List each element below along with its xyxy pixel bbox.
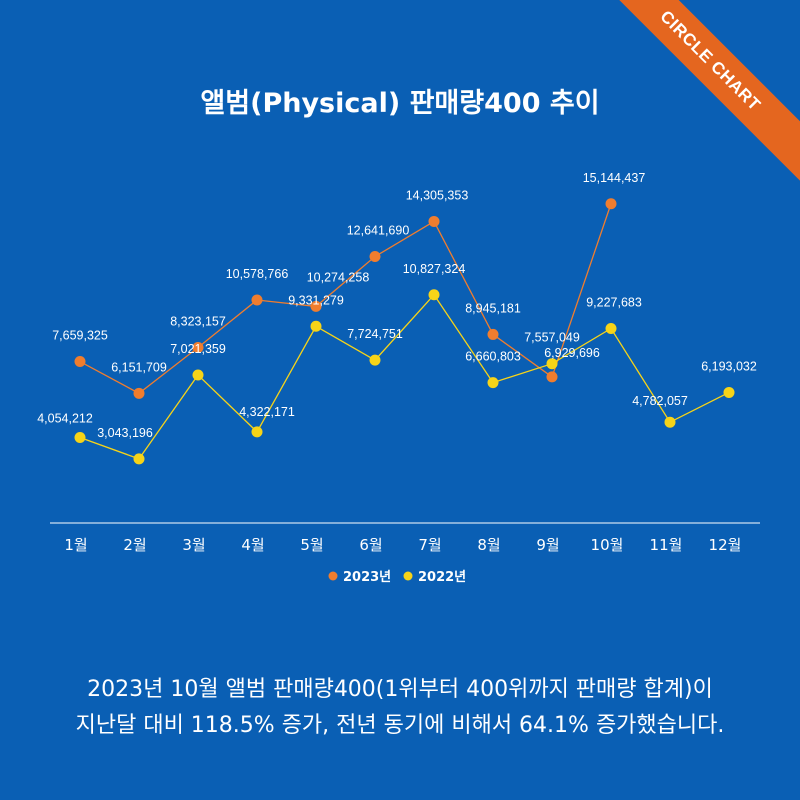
data-point	[605, 198, 617, 210]
data-point	[133, 387, 145, 399]
data-point	[133, 453, 145, 465]
data-point	[487, 377, 499, 389]
data-point	[310, 320, 322, 332]
data-label: 4,054,212	[37, 412, 93, 426]
data-point	[369, 251, 381, 263]
data-label: 9,331,279	[288, 293, 344, 307]
data-label: 4,322,171	[239, 405, 295, 419]
data-label: 6,660,803	[465, 350, 521, 364]
data-label: 15,144,437	[583, 171, 646, 185]
caption: 2023년 10월 앨범 판매량400(1위부터 400위까지 판매량 합계)이…	[0, 672, 800, 744]
legend-label: 2023년	[343, 570, 391, 585]
data-point	[74, 356, 86, 368]
caption-line-2: 지난달 대비 118.5% 증가, 전년 동기에 비해서 64.1% 증가했습니…	[75, 713, 725, 738]
x-tick-label: 12월	[709, 536, 742, 554]
data-label: 12,641,690	[347, 224, 410, 238]
data-point	[192, 369, 204, 381]
data-point	[605, 322, 617, 334]
data-label: 7,724,751	[347, 327, 403, 341]
x-tick-label: 9월	[536, 536, 559, 554]
x-tick-label: 7월	[418, 536, 441, 554]
data-label: 6,151,709	[111, 360, 167, 374]
data-label: 10,578,766	[226, 267, 289, 281]
series-line-2022년	[79, 293, 730, 460]
x-tick-label: 4월	[241, 536, 264, 554]
data-label: 9,227,683	[586, 295, 642, 309]
data-point	[251, 294, 263, 306]
legend: 2023년 2022년	[328, 570, 466, 585]
x-tick-label: 11월	[650, 536, 683, 554]
data-point	[369, 354, 381, 366]
data-label: 7,021,359	[170, 342, 226, 356]
data-label: 4,782,057	[632, 394, 688, 408]
series-line-2023년	[79, 203, 612, 395]
data-label: 7,557,049	[524, 331, 580, 345]
x-tick-label: 3월	[182, 536, 205, 554]
x-tick-label: 5월	[300, 536, 323, 554]
data-label: 10,827,324	[403, 262, 466, 276]
data-point	[192, 342, 204, 354]
chart-title: 앨범(Physical) 판매량400 추이	[200, 88, 599, 119]
data-point	[723, 386, 735, 398]
x-tick-label: 6월	[359, 536, 382, 554]
data-label: 7,659,325	[52, 329, 108, 343]
data-point	[251, 426, 263, 438]
caption-line-1: 2023년 10월 앨범 판매량400(1위부터 400위까지 판매량 합계)이	[87, 677, 713, 702]
x-tick-label: 10월	[591, 536, 624, 554]
data-point	[546, 358, 558, 370]
data-label: 3,043,196	[97, 426, 153, 440]
data-point	[546, 371, 558, 383]
data-point	[74, 432, 86, 444]
data-label: 8,945,181	[465, 301, 521, 315]
x-tick-label: 2월	[123, 536, 146, 554]
x-tick-label: 8월	[477, 536, 500, 554]
data-point	[310, 300, 322, 312]
legend-marker	[328, 571, 338, 581]
data-label: 6,929,696	[544, 346, 600, 360]
data-point	[428, 289, 440, 301]
data-label: 14,305,353	[406, 188, 469, 202]
data-label: 8,323,157	[170, 315, 226, 329]
data-label: 10,274,258	[307, 270, 370, 284]
legend-marker	[403, 571, 413, 581]
data-point	[664, 416, 676, 428]
data-point	[487, 328, 499, 340]
data-label: 6,193,032	[701, 359, 757, 373]
legend-label: 2022년	[418, 570, 466, 585]
x-tick-label: 1월	[64, 536, 87, 554]
data-point	[428, 215, 440, 227]
